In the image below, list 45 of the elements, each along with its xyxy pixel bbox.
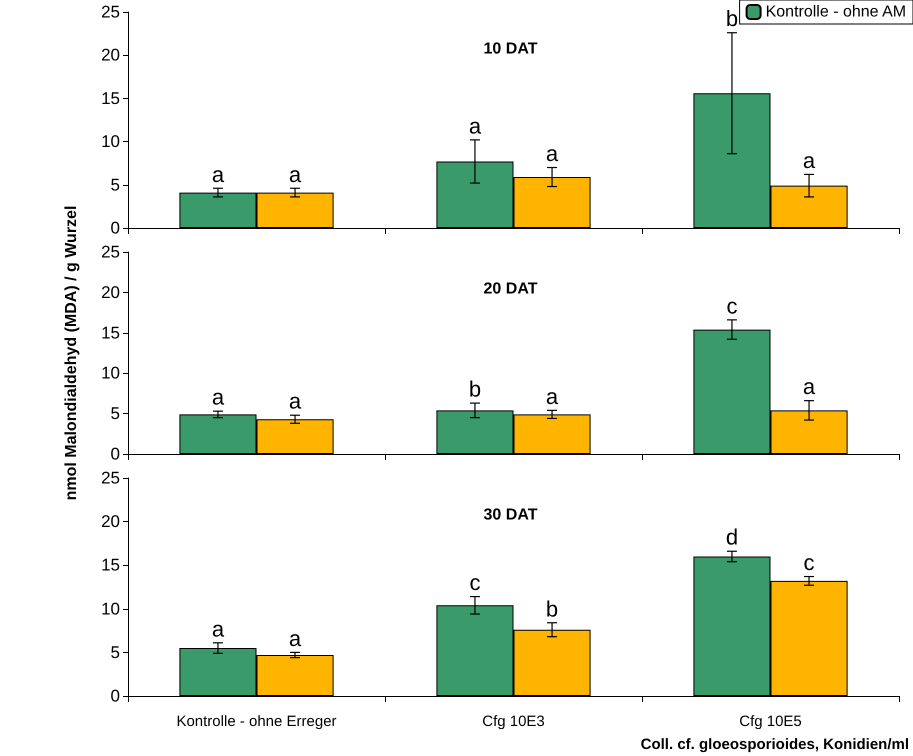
y-tick-label: 0 xyxy=(110,444,120,464)
data-label: a xyxy=(468,113,482,138)
text: 10 DAT xyxy=(484,40,538,58)
y-tick-label: 15 xyxy=(101,556,120,575)
y-tick-label: 25 xyxy=(101,2,120,22)
data-label: a xyxy=(802,148,816,173)
y-tick-label: 10 xyxy=(101,599,120,618)
y-tick-label: 15 xyxy=(101,323,120,342)
y-tick-label: 25 xyxy=(101,242,120,262)
x-axis-title: Coll. cf. gloeosporioides, Konidien/ml xyxy=(640,736,910,753)
data-label: a xyxy=(802,374,816,400)
y-tick-label: 5 xyxy=(110,404,120,424)
y-tick-label: 20 xyxy=(101,512,120,532)
x-tick-label: Cfg 10E5 xyxy=(739,713,802,730)
x-tick-label: Cfg 10E3 xyxy=(482,713,545,730)
data-label: b xyxy=(546,596,558,622)
data-label: b xyxy=(468,376,482,402)
data-label: a xyxy=(288,162,302,187)
y-tick-label: 10 xyxy=(101,132,120,152)
data-label: a xyxy=(212,162,225,187)
x-tick-label: Kontrolle - ohne Erreger xyxy=(176,713,337,730)
y-tick-label: 5 xyxy=(110,642,120,662)
y-tick-label: 25 xyxy=(101,468,120,488)
y-axis-title: nmol Malondialdehyd (MDA) / g Wurzel xyxy=(63,206,81,500)
data-label: a xyxy=(288,626,302,651)
legend-label: Kontrolle - ohne AM xyxy=(766,4,906,20)
y-tick-label: 15 xyxy=(101,88,120,108)
y-tick-label: 20 xyxy=(101,46,120,65)
data-label: c xyxy=(726,293,738,318)
y-tick-label: 0 xyxy=(110,218,120,238)
y-tick-label: 10 xyxy=(101,364,120,383)
data-label: c xyxy=(804,550,815,576)
data-label: a xyxy=(212,616,225,642)
text: 30 DAT xyxy=(484,506,538,524)
data-label: a xyxy=(546,141,559,166)
y-tick-label: 5 xyxy=(110,175,120,194)
data-label: d xyxy=(726,524,738,550)
y-tick-label: 0 xyxy=(110,686,120,706)
data-label: c xyxy=(469,570,480,596)
data-label: a xyxy=(212,384,225,410)
y-tick-label: 20 xyxy=(101,282,120,302)
data-label: a xyxy=(546,384,559,409)
text: 20 DAT xyxy=(484,280,538,298)
data-label: a xyxy=(288,388,302,414)
data-label: b xyxy=(726,6,738,32)
